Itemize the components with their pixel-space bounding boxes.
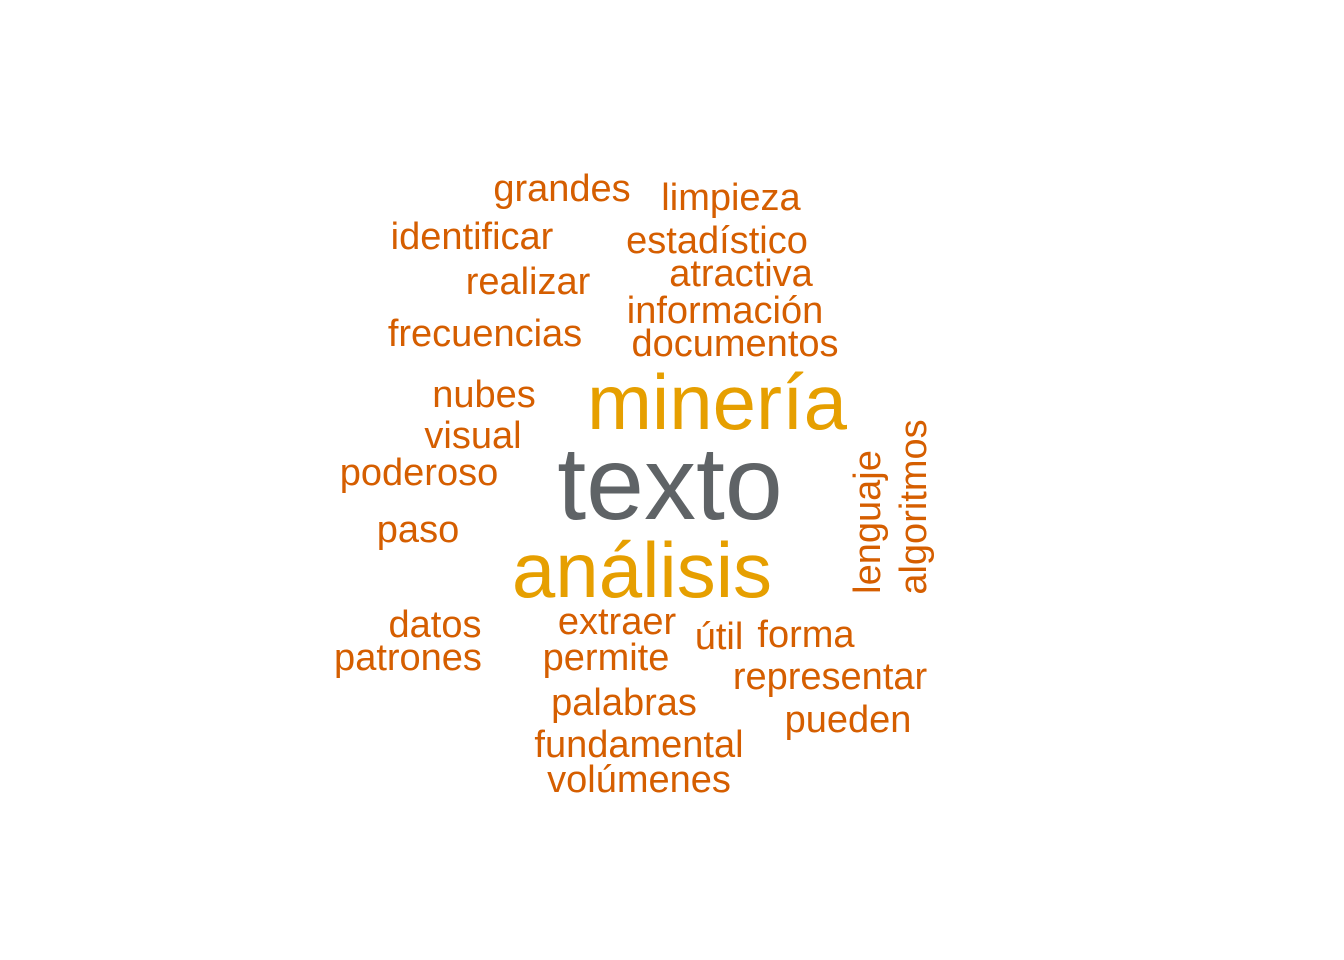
word-palabras: palabras: [551, 682, 697, 724]
word-estadistico: estadístico: [626, 220, 808, 262]
word-documentos: documentos: [631, 323, 839, 365]
word-extraer: extraer: [557, 601, 677, 643]
word-representar: representar: [732, 656, 928, 698]
word-texto: texto: [557, 426, 783, 542]
word-visual: visual: [424, 415, 522, 457]
word-paso: paso: [376, 509, 460, 551]
word-atractiva: atractiva: [669, 253, 813, 295]
word-poderoso: poderoso: [339, 452, 499, 494]
word-mineria: minería: [586, 358, 848, 446]
word-frecuencias: frecuencias: [387, 313, 583, 355]
word-lenguaje: lenguaje: [847, 450, 889, 594]
word-patrones: patrones: [334, 637, 482, 679]
word-nubes: nubes: [432, 374, 536, 416]
word-forma: forma: [757, 614, 855, 656]
word-grandes: grandes: [493, 168, 631, 210]
word-limpieza: limpieza: [661, 177, 801, 219]
word-permite: permite: [542, 637, 670, 679]
word-fundamental: fundamental: [534, 724, 744, 766]
word-realizar: realizar: [465, 261, 591, 303]
word-datos: datos: [388, 604, 482, 646]
word-util: útil: [694, 616, 744, 658]
word-pueden: pueden: [784, 699, 912, 741]
word-informacion: información: [626, 290, 824, 332]
word-algoritmos: algoritmos: [893, 419, 935, 595]
word-identificar: identificar: [390, 216, 554, 258]
word-volumenes: volúmenes: [547, 759, 731, 801]
word-analisis: análisis: [511, 526, 773, 614]
